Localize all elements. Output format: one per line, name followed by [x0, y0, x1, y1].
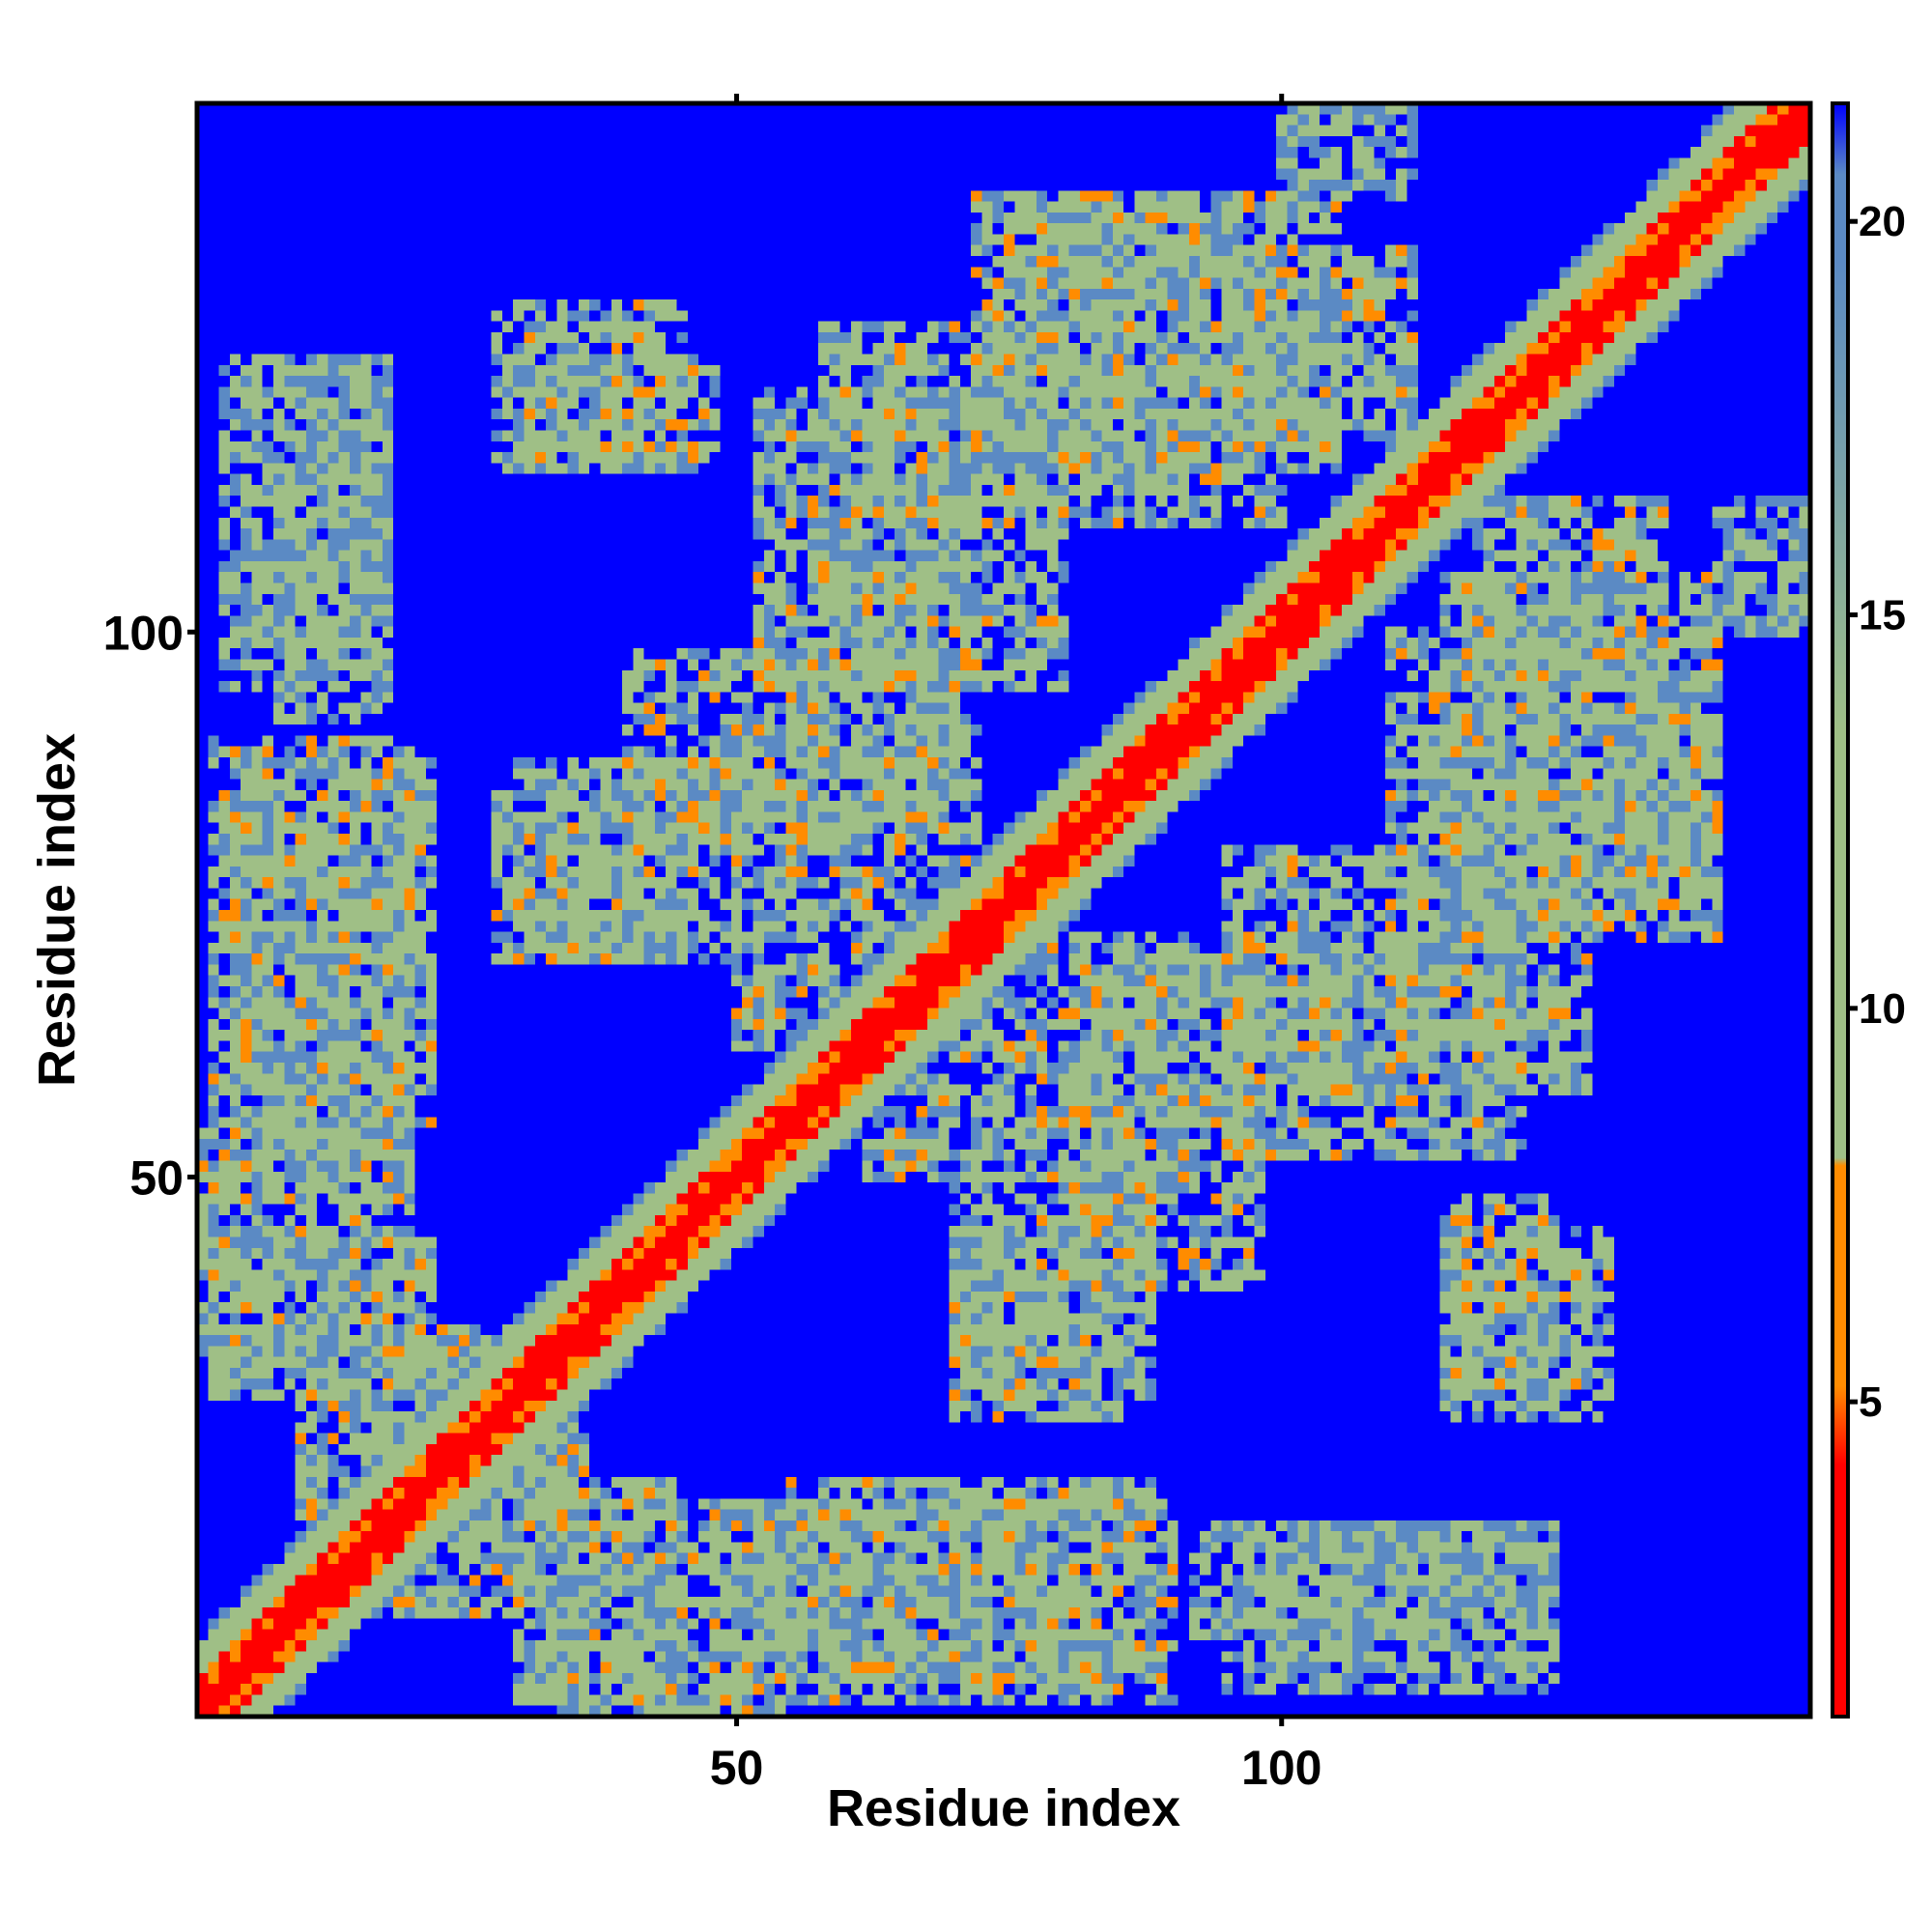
- x-axis-ticks: 50 100: [710, 94, 1321, 1795]
- colorbar-ticks: 5 10 15 20: [1848, 198, 1906, 1426]
- y-tick-label: 100: [103, 606, 184, 660]
- x-axis-title: Residue index: [827, 1779, 1180, 1837]
- y-axis-ticks: 50 100: [103, 606, 197, 1205]
- colorbar-gradient: [1833, 103, 1848, 1717]
- heatmap-cells: [197, 103, 1810, 1717]
- colorbar-tick-label: 10: [1859, 985, 1906, 1033]
- colorbar-tick-label: 15: [1859, 592, 1906, 639]
- plot-frame: [194, 100, 1813, 1719]
- y-tick-label: 50: [129, 1151, 184, 1205]
- x-tick-label: 100: [1241, 1741, 1321, 1795]
- colorbar-frame: [1831, 101, 1850, 1719]
- colorbar-tick-label: 20: [1859, 198, 1906, 245]
- y-axis-title: Residue index: [28, 733, 86, 1087]
- x-tick-label: 50: [710, 1741, 764, 1795]
- colorbar-tick-label: 5: [1859, 1378, 1882, 1426]
